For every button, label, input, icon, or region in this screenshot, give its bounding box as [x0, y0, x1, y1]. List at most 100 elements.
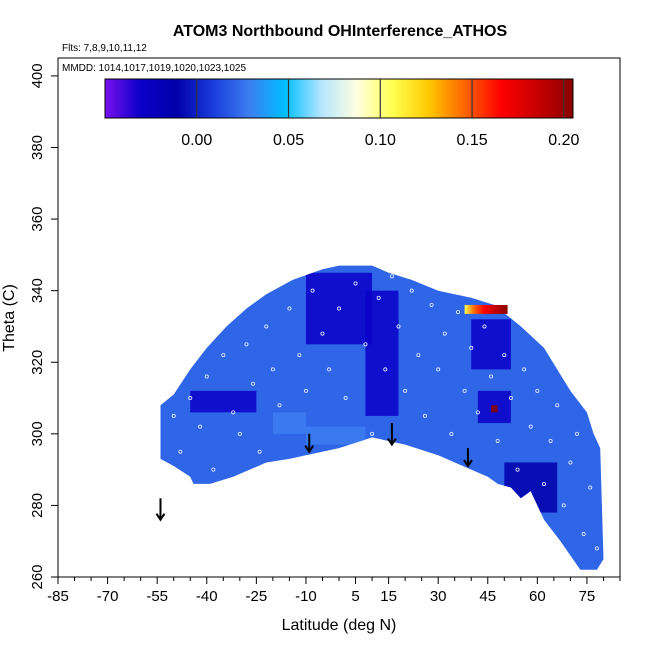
- value-patch: [471, 319, 511, 370]
- sample-point: [320, 331, 325, 336]
- x-tick-label: -40: [196, 588, 218, 605]
- colorbar: 0.00 0.05 0.10 0.15 0.20: [104, 78, 579, 149]
- colorbar-tick-label: 0.00: [181, 132, 212, 149]
- sample-point: [171, 413, 176, 418]
- sample-point: [327, 367, 332, 372]
- value-patch: [504, 462, 558, 513]
- x-tick-label: -25: [246, 588, 268, 605]
- sample-points: [171, 274, 599, 551]
- sample-point: [495, 438, 500, 443]
- dates-label: MMDD: 1014,1017,1019,1020,1023,1025: [62, 63, 246, 74]
- sample-point: [277, 403, 282, 408]
- sample-point: [409, 288, 414, 293]
- sample-point: [178, 449, 183, 454]
- sample-point: [456, 310, 461, 315]
- sample-point: [204, 374, 209, 379]
- y-tick-label: 280: [29, 493, 46, 518]
- flight-marker-arrow: [463, 448, 473, 468]
- y-tick-label: 360: [29, 207, 46, 232]
- x-axis: -85 -70 -55 -40 -25 -10 5 15 30 45 60 75: [47, 576, 621, 605]
- x-tick-label: -85: [47, 588, 69, 605]
- colorbar-tick-label: 0.15: [456, 132, 487, 149]
- y-tick-label: 320: [29, 350, 46, 375]
- value-patch: [305, 272, 373, 345]
- sample-point: [396, 324, 401, 329]
- sample-point: [297, 353, 302, 358]
- sample-point: [237, 431, 242, 436]
- sample-point: [555, 403, 560, 408]
- sample-point: [363, 342, 368, 347]
- sample-point: [442, 331, 447, 336]
- x-tick-label: -10: [295, 588, 317, 605]
- sample-point: [508, 396, 513, 401]
- sample-point: [568, 460, 573, 465]
- y-axis-label: Theta (C): [1, 284, 18, 352]
- sample-point: [502, 353, 507, 358]
- value-patches: [190, 272, 558, 513]
- sample-point: [535, 388, 540, 393]
- flight-marker-arrow: [387, 423, 397, 447]
- sample-point: [449, 431, 454, 436]
- sample-point: [522, 367, 527, 372]
- sample-point: [231, 410, 236, 415]
- y-tick-label: 400: [29, 63, 46, 88]
- sample-point: [287, 306, 292, 311]
- sample-point: [429, 302, 434, 307]
- colorbar-tick-label: 0.05: [273, 132, 304, 149]
- sample-point: [548, 438, 553, 443]
- sample-point: [489, 374, 494, 379]
- y-tick-label: 380: [29, 135, 46, 160]
- sample-point: [221, 353, 226, 358]
- colorbar-tick-label: 0.10: [365, 132, 396, 149]
- sample-point: [383, 367, 388, 372]
- x-axis-label: Latitude (deg N): [282, 617, 397, 634]
- x-tick-label: 30: [430, 588, 447, 605]
- x-tick-label: 75: [579, 588, 596, 605]
- sample-point: [581, 532, 586, 537]
- sample-point: [310, 288, 315, 293]
- x-tick-label: 5: [351, 588, 359, 605]
- sample-point: [561, 503, 566, 508]
- y-tick-label: 340: [29, 278, 46, 303]
- sample-point: [594, 546, 599, 551]
- flights-label: Flts: 7,8,9,10,11,12: [62, 43, 147, 54]
- flight-marker-arrow: [155, 498, 166, 522]
- sample-point: [353, 281, 358, 286]
- high-value-edge-strip: [464, 304, 508, 314]
- colorbar-tick-label: 0.20: [548, 132, 579, 149]
- sample-point: [541, 481, 546, 486]
- sample-point: [244, 342, 249, 347]
- flight-marker-arrow: [304, 433, 315, 454]
- sample-point: [436, 367, 441, 372]
- x-tick-label: -55: [146, 588, 168, 605]
- sample-point: [482, 324, 487, 329]
- sample-point: [336, 306, 341, 311]
- sample-point: [515, 467, 520, 472]
- sample-point: [528, 424, 533, 429]
- x-tick-label: 60: [529, 588, 546, 605]
- data-region: [160, 265, 604, 570]
- x-tick-label: -70: [97, 588, 119, 605]
- x-tick-label: 15: [380, 588, 397, 605]
- sample-point: [270, 367, 275, 372]
- sample-point: [403, 388, 408, 393]
- sample-point: [416, 353, 421, 358]
- sample-point: [188, 396, 193, 401]
- value-patch: [365, 290, 399, 416]
- sample-point: [475, 410, 480, 415]
- chart-title: ATOM3 Northbound OHInterference_ATHOS: [173, 23, 508, 40]
- sample-point: [211, 467, 216, 472]
- sample-point: [462, 388, 467, 393]
- sample-point: [264, 324, 269, 329]
- sample-point: [389, 274, 394, 279]
- sample-point: [575, 431, 580, 436]
- sample-point: [303, 388, 308, 393]
- sample-point: [251, 381, 256, 386]
- value-patch: [272, 412, 306, 434]
- sample-point: [370, 431, 375, 436]
- sample-point: [588, 485, 593, 490]
- sample-point: [198, 424, 203, 429]
- colorbar-ramp: [104, 78, 574, 119]
- value-patch: [491, 405, 498, 413]
